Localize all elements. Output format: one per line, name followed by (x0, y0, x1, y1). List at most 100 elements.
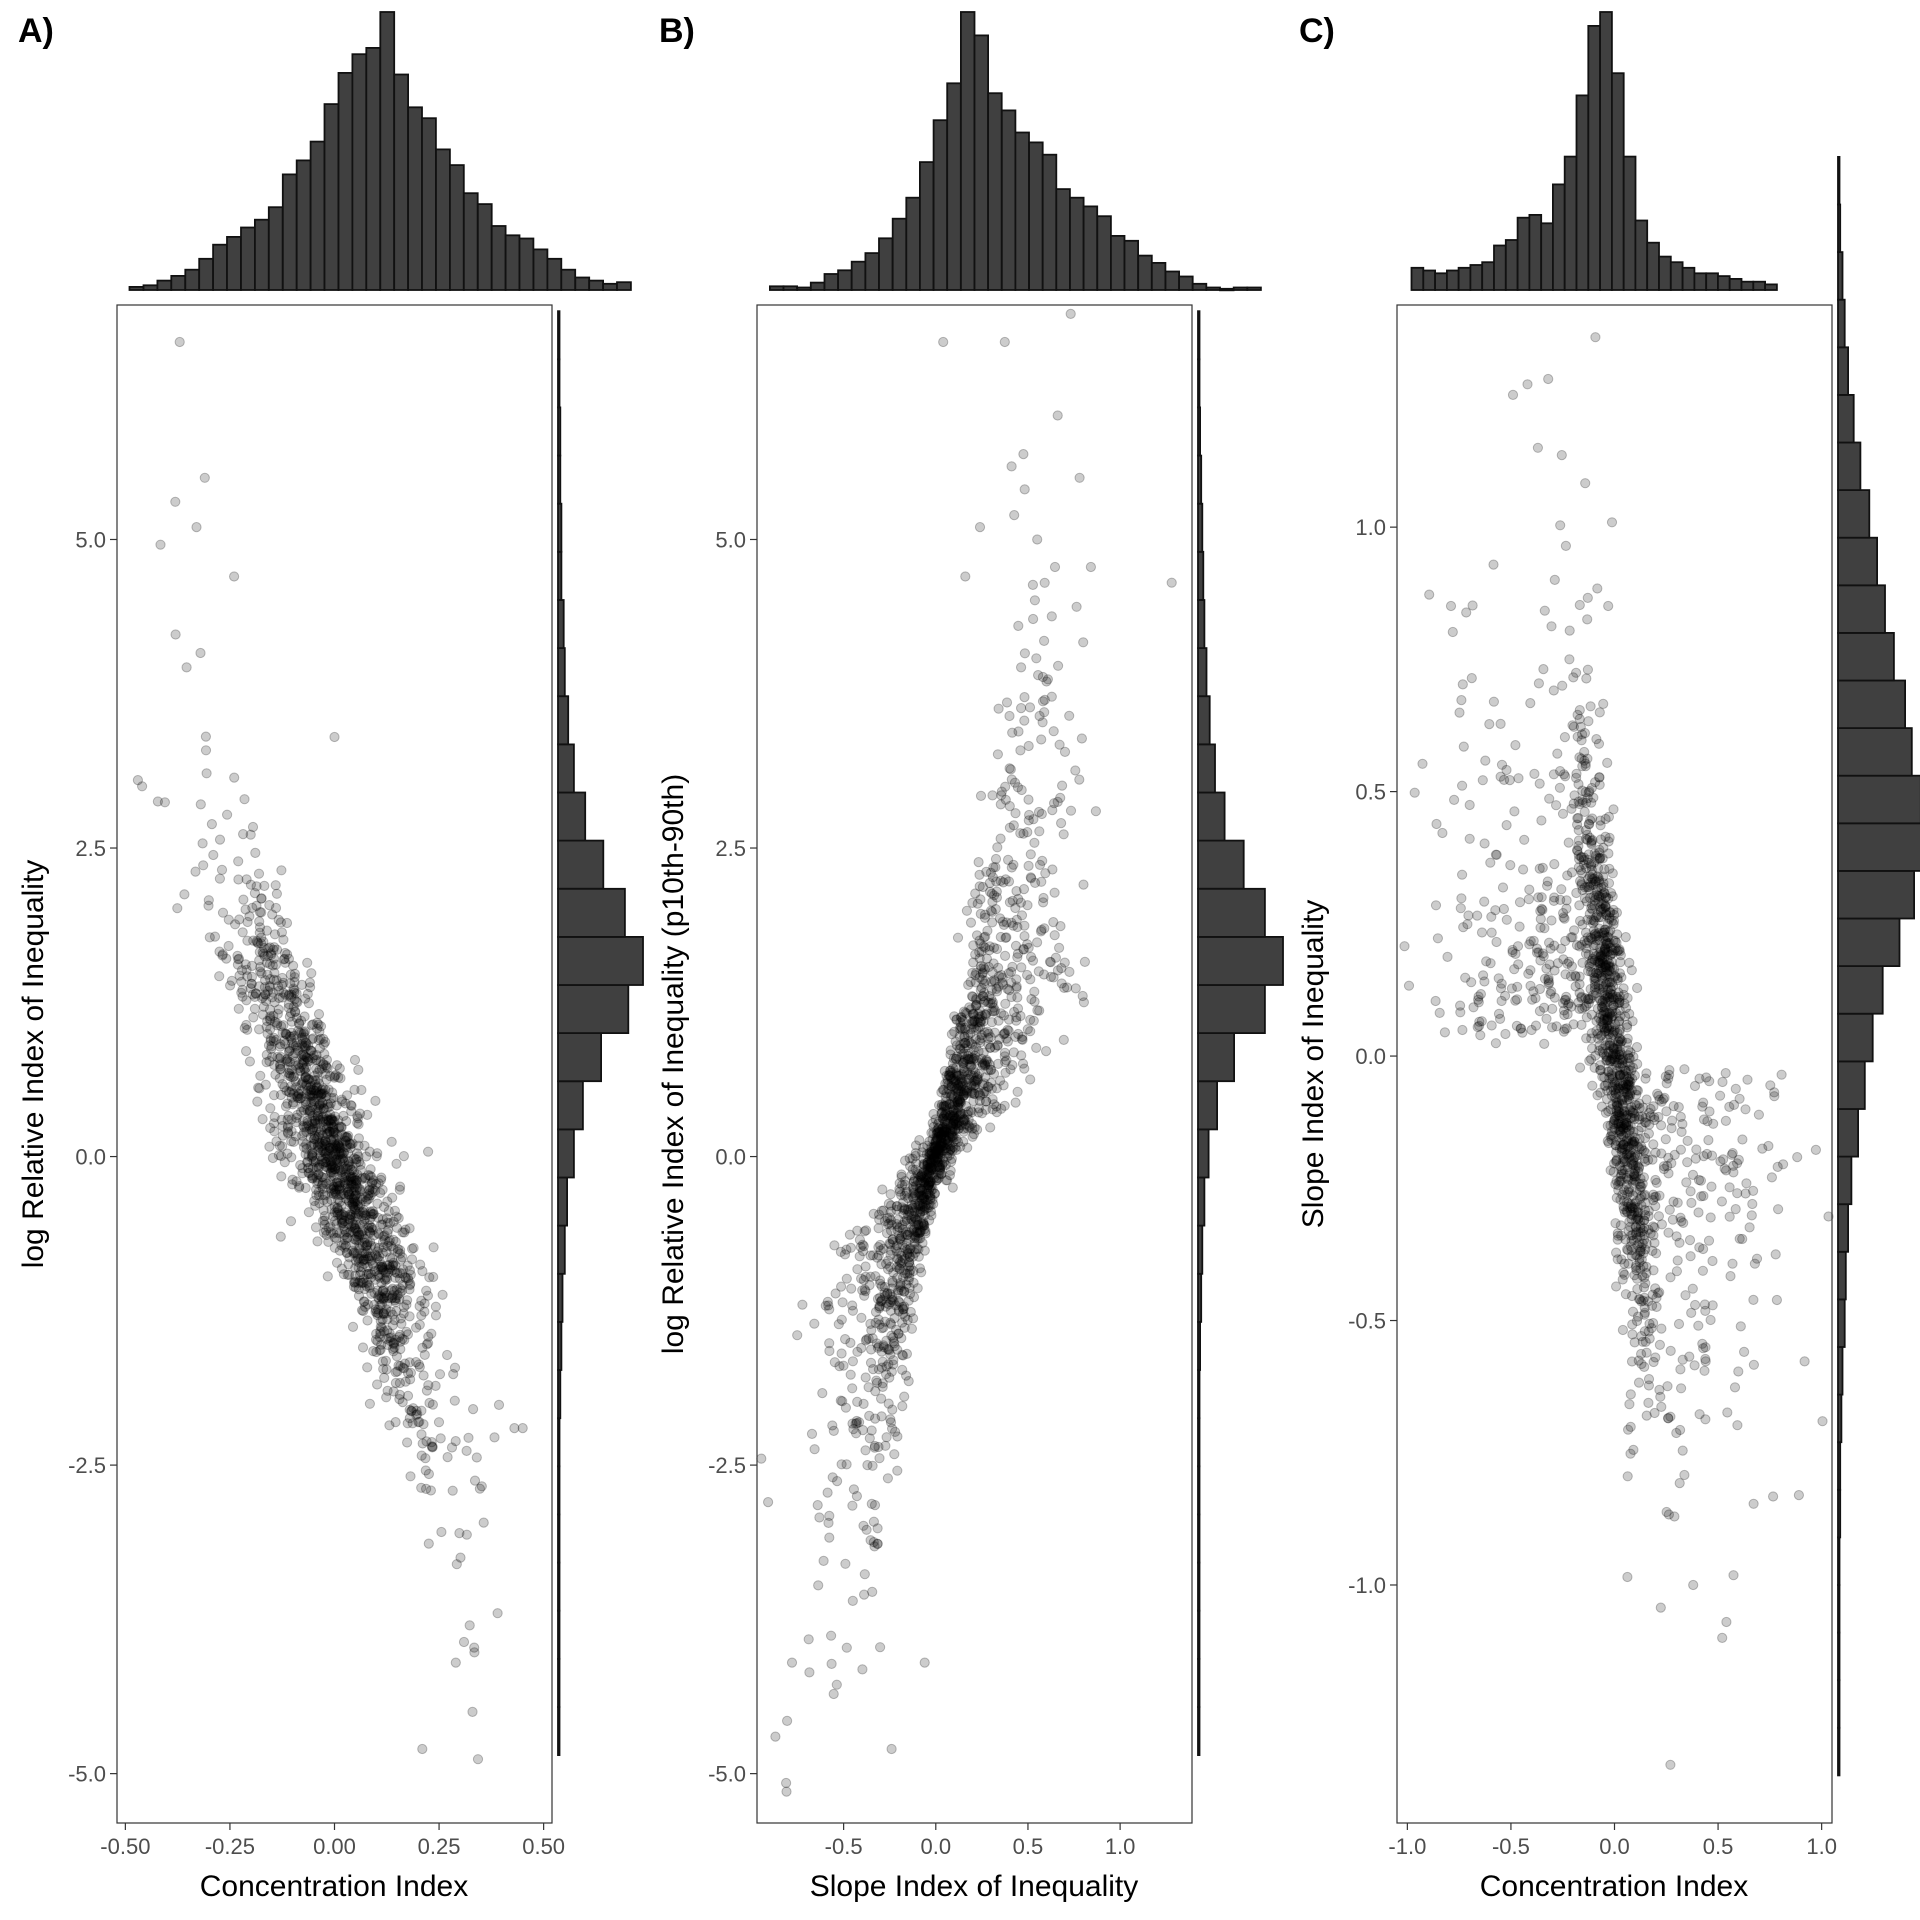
scatter-point (1560, 969, 1571, 980)
scatter-point (344, 1175, 355, 1186)
scatter-point (1514, 921, 1525, 932)
scatter-point (1525, 698, 1536, 709)
scatter-point (1059, 957, 1070, 968)
top-histogram-bar-b (960, 11, 976, 291)
scatter-point (359, 1283, 371, 1295)
scatter-point (286, 1016, 297, 1027)
scatter-point (394, 1248, 406, 1259)
scatter-point (847, 1356, 859, 1367)
scatter-point (1000, 998, 1011, 1009)
scatter-point (358, 1254, 369, 1265)
scatter-point (1016, 703, 1027, 714)
scatter-point (1052, 965, 1064, 976)
scatter-point (967, 991, 978, 1002)
scatter-point (297, 1078, 308, 1089)
scatter-point (248, 935, 259, 946)
scatter-point (358, 1296, 369, 1307)
scatter-point (1627, 1062, 1639, 1073)
scatter-point (448, 1369, 459, 1380)
scatter-point (191, 522, 202, 533)
top-histogram-bar-a (462, 192, 479, 291)
scatter-point (988, 942, 1000, 953)
scatter-point (474, 1483, 485, 1494)
scatter-point (1573, 835, 1585, 846)
scatter-point (371, 1151, 382, 1162)
scatter-point (476, 1481, 487, 1492)
scatter-point (1595, 901, 1606, 913)
scatter-point (1525, 980, 1536, 991)
scatter-point (1724, 1211, 1735, 1222)
scatter-point (354, 1230, 365, 1242)
scatter-point (394, 1389, 405, 1401)
scatter-point (833, 1319, 844, 1330)
scatter-point (1023, 794, 1034, 805)
scatter-point (458, 1636, 470, 1648)
scatter-point (809, 1318, 820, 1329)
scatter-point (325, 1167, 337, 1178)
scatter-point (247, 821, 259, 833)
scatter-point (896, 1169, 907, 1180)
x-tick-label: 0.5 (1013, 1834, 1044, 1859)
scatter-point (469, 1642, 480, 1653)
right-histogram-bar-b (1197, 1465, 1201, 1516)
y-tick-label: -0.5 (1348, 1309, 1386, 1334)
scatter-point (913, 1220, 924, 1231)
scatter-point (1019, 484, 1030, 495)
scatter-point (873, 1223, 884, 1234)
scatter-point (493, 1399, 505, 1411)
scatter-point (1552, 958, 1564, 969)
scatter-point (1620, 1289, 1632, 1300)
right-histogram-bar-a (557, 599, 565, 649)
top-histogram-bar-a (142, 284, 159, 291)
right-histogram-bar-b (1197, 1272, 1203, 1323)
scatter-point (1700, 1356, 1711, 1367)
scatter-point (259, 951, 270, 962)
scatter-point (1689, 1360, 1700, 1371)
scatter-point (256, 968, 267, 979)
scatter-point (1766, 1172, 1778, 1183)
scatter-point (995, 1008, 1007, 1019)
scatter-point (1694, 1242, 1705, 1253)
scatter-point (1778, 1159, 1789, 1170)
scatter-point (1658, 1094, 1669, 1105)
scatter-point (305, 1045, 316, 1056)
scatter-point (1633, 1377, 1645, 1388)
scatter-point (877, 1378, 888, 1389)
scatter-point (450, 1657, 461, 1668)
scatter-point (291, 1082, 302, 1093)
scatter-point (381, 1333, 392, 1345)
scatter-point (296, 1015, 307, 1026)
scatter-point (271, 888, 282, 899)
scatter-point (348, 1226, 359, 1237)
scatter-point (155, 539, 166, 550)
scatter-point (1025, 1074, 1036, 1085)
scatter-point (1486, 911, 1497, 922)
scatter-point (1554, 782, 1566, 793)
scatter-point (274, 1041, 286, 1052)
scatter-point (1575, 1062, 1586, 1073)
scatter-point (322, 1063, 333, 1074)
scatter-point (270, 902, 282, 914)
scatter-point (1016, 1050, 1027, 1061)
scatter-point (288, 960, 299, 971)
scatter-point (1632, 1160, 1643, 1171)
scatter-point (322, 1128, 333, 1139)
scatter-point (314, 1043, 325, 1054)
scatter-point (1479, 838, 1490, 849)
scatter-point (897, 1219, 908, 1231)
right-histogram-bar-a (557, 1658, 561, 1708)
scatter-point (1592, 583, 1603, 594)
scatter-point (179, 889, 190, 900)
right-histogram-bar-b (1197, 1369, 1201, 1420)
scatter-point (345, 1142, 356, 1154)
scatter-point (856, 1342, 867, 1354)
scatter-point (1018, 944, 1030, 955)
scatter-point (268, 1032, 279, 1044)
scatter-point (1523, 968, 1534, 979)
scatter-point (987, 896, 998, 908)
right-histogram-bar-c (1837, 155, 1841, 206)
scatter-point (1166, 577, 1177, 588)
scatter-point (233, 856, 244, 867)
scatter-point (1006, 966, 1017, 977)
scatter-point (1519, 834, 1530, 845)
